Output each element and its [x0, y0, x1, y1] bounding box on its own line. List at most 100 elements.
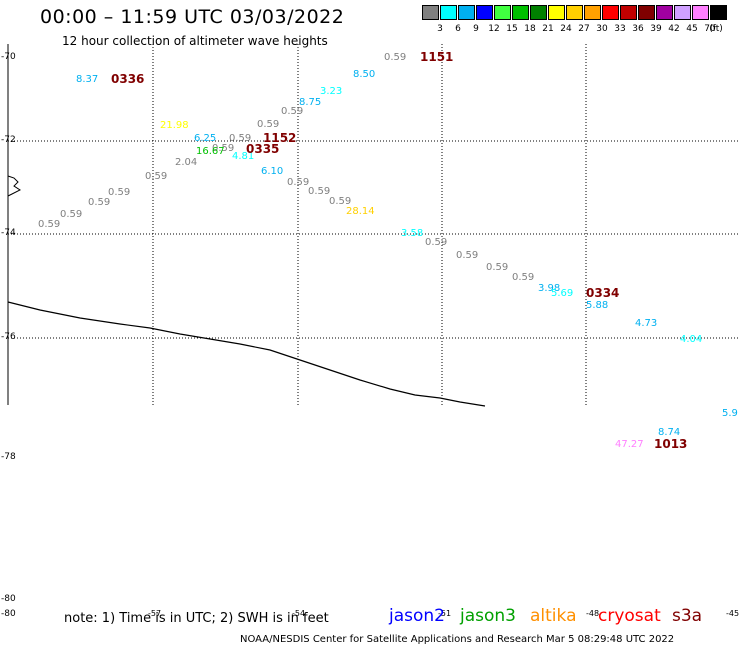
legend-swatch: [476, 5, 493, 20]
legend-label: 15: [506, 24, 518, 34]
legend-label: 3: [437, 24, 443, 34]
legend-label: 27: [578, 24, 590, 34]
satellite-altika: altika: [530, 606, 577, 626]
wave-height-value: 0.59: [329, 196, 352, 207]
legend-label: 24: [560, 24, 572, 34]
wave-height-value: 21.98: [160, 120, 189, 131]
satellite-jason3: jason3: [460, 606, 516, 626]
footer-note: note: 1) Time is in UTC; 2) SWH is in fe…: [64, 611, 329, 626]
wave-height-value: 0.59: [456, 250, 479, 261]
legend-swatch: [602, 5, 619, 20]
pass-time-label: 1013: [654, 437, 688, 451]
lat-label: -70: [1, 52, 16, 62]
pass-time-label: 1151: [420, 50, 454, 64]
legend-swatch: [422, 5, 439, 20]
pass-time-label: 1152: [263, 131, 297, 145]
legend-swatch: [656, 5, 673, 20]
wave-height-value: 0.59: [88, 197, 111, 208]
legend-swatch: [638, 5, 655, 20]
legend-swatch: [548, 5, 565, 20]
wave-height-value: 5.88: [586, 300, 609, 311]
legend-label: 36: [632, 24, 644, 34]
wave-height-value: 0.59: [287, 177, 310, 188]
pass-time-label: 0336: [111, 72, 145, 86]
lat-label: -72: [1, 135, 16, 145]
wave-height-value: 0.59: [486, 262, 509, 273]
legend-swatch: [692, 5, 709, 20]
legend-swatch: [674, 5, 691, 20]
lon-label: -51: [438, 609, 452, 618]
lon-label: -57: [148, 609, 162, 618]
legend-swatch: [584, 5, 601, 20]
legend-swatch: [440, 5, 457, 20]
wave-height-value: 0.59: [384, 52, 407, 63]
wave-height-value: 6.10: [261, 166, 284, 177]
wave-height-value: 0.59: [257, 119, 280, 130]
wave-height-value: 5.69: [551, 288, 574, 299]
legend-label: 12: [488, 24, 500, 34]
lat-label: -80: [1, 594, 16, 604]
credits-line: NOAA/NESDIS Center for Satellite Applica…: [240, 634, 675, 645]
wave-height-value: 0.59: [38, 219, 61, 230]
wave-height-value: 4.73: [635, 318, 658, 329]
legend-unit: (ft): [709, 24, 723, 34]
wave-height-value: 3.58: [401, 228, 424, 239]
lon-label: -48: [586, 609, 600, 618]
wave-height-value: 0.59: [60, 209, 83, 220]
wave-height-value: 4.04: [680, 334, 703, 345]
pass-time-label: 0334: [586, 286, 620, 300]
wave-height-value: 3.23: [320, 86, 343, 97]
lat-label: -80: [1, 609, 16, 619]
satellite-cryosat: cryosat: [598, 606, 661, 626]
wave-height-value: 2.04: [175, 157, 198, 168]
legend-swatch: [710, 5, 727, 20]
legend-swatch: [530, 5, 547, 20]
wave-height-value: 6.25: [194, 133, 217, 144]
wave-height-value: 47.27: [615, 439, 644, 450]
legend-label: 9: [473, 24, 479, 34]
legend-swatch: [620, 5, 637, 20]
wave-height-value: 0.59: [212, 143, 235, 154]
ice-edge-line: [7, 301, 486, 407]
legend-label: 30: [596, 24, 608, 34]
legend-label: 70: [704, 24, 716, 34]
wave-height-value: 16.67: [196, 146, 225, 157]
coastline: [7, 175, 21, 197]
lat-label: -78: [1, 452, 16, 462]
satellite-jason2: jason2: [389, 606, 445, 626]
wave-height-value: 5.9: [722, 408, 738, 419]
legend-swatch: [494, 5, 511, 20]
wave-height-value: 0.59: [425, 237, 448, 248]
lat-label: -74: [1, 228, 16, 238]
legend-swatch: [566, 5, 583, 20]
legend-label: 45: [686, 24, 698, 34]
wave-height-value: 8.37: [76, 74, 99, 85]
page-subtitle: 12 hour collection of altimeter wave hei…: [62, 34, 328, 48]
legend-label: 21: [542, 24, 554, 34]
grid-lines: [8, 44, 740, 405]
wave-height-value: 0.59: [281, 106, 304, 117]
lon-label: -54: [292, 609, 306, 618]
wave-height-value: 8.74: [658, 427, 681, 438]
legend-label: 42: [668, 24, 680, 34]
legend-label: 6: [455, 24, 461, 34]
wave-height-value: 0.59: [308, 186, 331, 197]
wave-height-value: 28.14: [346, 206, 375, 217]
wave-height-value: 8.75: [299, 97, 322, 108]
satellite-s3a: s3a: [672, 606, 703, 626]
wave-height-value: 4.81: [232, 151, 255, 162]
wave-height-value: 3.98: [538, 283, 561, 294]
wave-height-value: 0.59: [229, 133, 252, 144]
wave-height-value: 0.59: [108, 187, 131, 198]
wave-height-value: 0.59: [145, 171, 168, 182]
lon-label: -45: [726, 609, 740, 618]
legend-label: 33: [614, 24, 626, 34]
wave-height-value: 8.50: [353, 69, 376, 80]
legend-swatch: [512, 5, 529, 20]
page-title: 00:00 – 11:59 UTC 03/03/2022: [40, 6, 345, 28]
legend-label: 39: [650, 24, 662, 34]
lat-label: -76: [1, 332, 16, 342]
legend-swatch: [458, 5, 475, 20]
wave-height-value: 0.59: [512, 272, 535, 283]
